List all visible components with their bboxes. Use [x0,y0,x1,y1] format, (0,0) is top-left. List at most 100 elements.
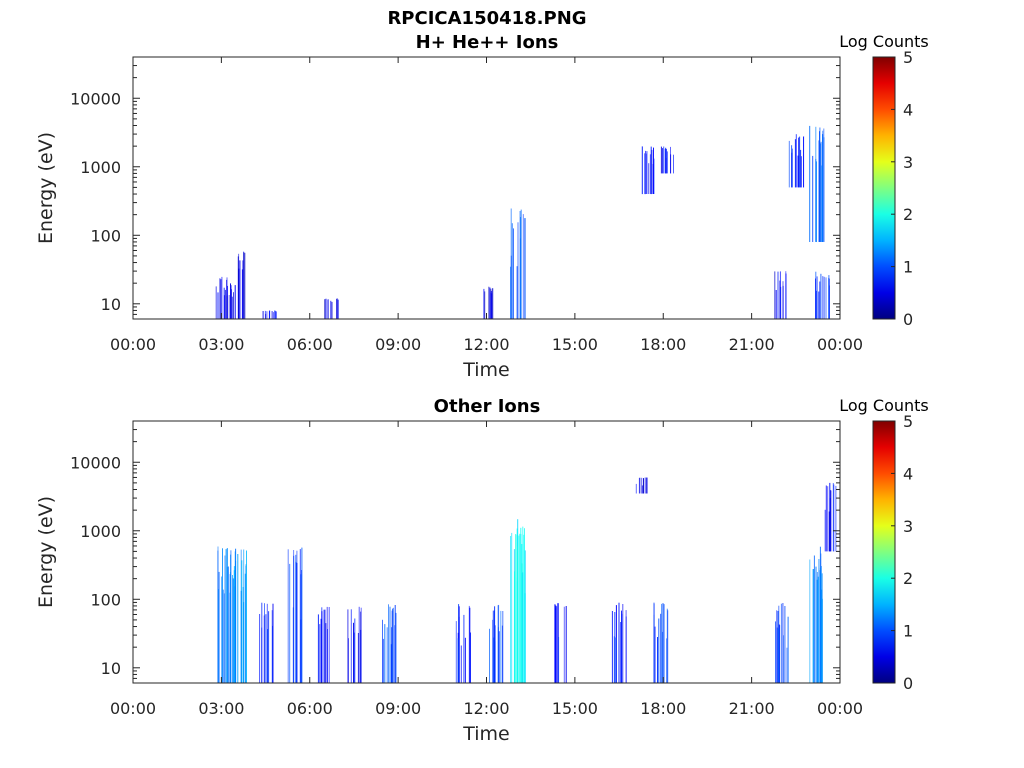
count-streak [666,638,667,683]
count-streak [296,550,298,683]
count-event [215,276,228,319]
count-streak [393,607,394,683]
x-tick-label: 06:00 [287,335,333,354]
count-streak [653,603,655,683]
count-streak [775,621,776,683]
count-streak [803,136,804,188]
count-streak [239,260,241,319]
count-streak [828,278,830,319]
panel-h-he-ions: H+ He++ Ions 00:00 03:00 06:00 09:00 12:00 15… [35,32,929,381]
count-streak [268,611,270,683]
count-streak [778,624,780,683]
count-streak [780,286,782,319]
count-streak [275,311,277,319]
count-streak [497,605,499,683]
count-streak [817,576,819,683]
count-streak [230,554,232,683]
count-streak [358,606,360,683]
count-streak [827,486,829,552]
y-tick-label: 10000 [70,89,121,108]
count-streak [391,610,393,683]
count-streak [263,615,265,683]
spectrogram-data [215,125,830,319]
count-streak [645,150,646,195]
count-streak [791,148,793,188]
count-streak [470,632,471,683]
count-streak [324,299,326,319]
count-streak [323,609,325,683]
x-tick-label: 00:00 [110,699,156,718]
count-streak [518,535,520,683]
x-tick-label: 00:00 [817,335,863,354]
count-streak [225,549,227,683]
count-streak [809,125,811,242]
count-streak [274,310,276,319]
count-streak [336,298,338,319]
x-tick-label: 09:00 [375,335,421,354]
x-tick-label: 00:00 [817,699,863,718]
count-streak [625,616,627,683]
count-streak [320,618,322,683]
count-streak [666,151,668,174]
count-streak [822,276,824,319]
y-tick-label: 1000 [80,158,121,177]
count-streak [222,589,224,683]
count-streak [233,570,235,683]
count-event [635,477,648,494]
count-streak [271,311,273,319]
count-streak [524,219,526,319]
count-streak [232,578,234,683]
count-streak [354,618,356,683]
count-streak [287,549,289,683]
count-streak [491,293,493,319]
x-tick-label: 03:00 [198,335,244,354]
count-streak [786,647,788,683]
count-streak [775,290,777,319]
count-event [554,603,567,683]
count-streak [293,550,295,683]
count-streak [821,573,823,683]
count-streak [520,217,521,319]
count-streak [262,311,264,319]
count-streak [458,616,460,683]
count-streak [818,291,820,319]
x-tick-label: 18:00 [640,699,686,718]
colorbar-tick-label: 2 [903,205,913,224]
count-streak [812,155,814,242]
count-streak [797,155,799,188]
count-streak [489,287,491,319]
count-streak [621,613,623,683]
count-streak [651,149,653,194]
count-streak [818,559,820,683]
count-streak [658,618,660,683]
count-streak [267,629,269,683]
y-tick-label: 10 [101,659,121,678]
x-tick-label: 03:00 [198,699,244,718]
count-streak [815,161,817,242]
count-streak [245,565,247,683]
count-streak [524,593,526,683]
count-event [287,547,303,683]
count-streak [494,641,496,683]
count-streak [350,609,352,683]
count-streak [235,548,237,683]
count-streak [830,490,832,552]
count-streak [523,534,525,683]
count-streak [652,164,654,194]
count-streak [645,153,647,194]
count-streak [663,146,665,174]
count-event [317,606,330,683]
colorbar-tick-label: 1 [903,258,913,277]
y-tick-label: 10000 [70,453,121,472]
count-streak [300,619,302,683]
count-streak [268,311,270,319]
count-streak [521,563,523,683]
count-event [809,546,823,683]
count-event [611,602,627,683]
count-streak [784,606,786,683]
count-streak [510,536,512,683]
count-streak [558,637,560,683]
count-event [788,134,805,188]
count-streak [520,209,522,319]
